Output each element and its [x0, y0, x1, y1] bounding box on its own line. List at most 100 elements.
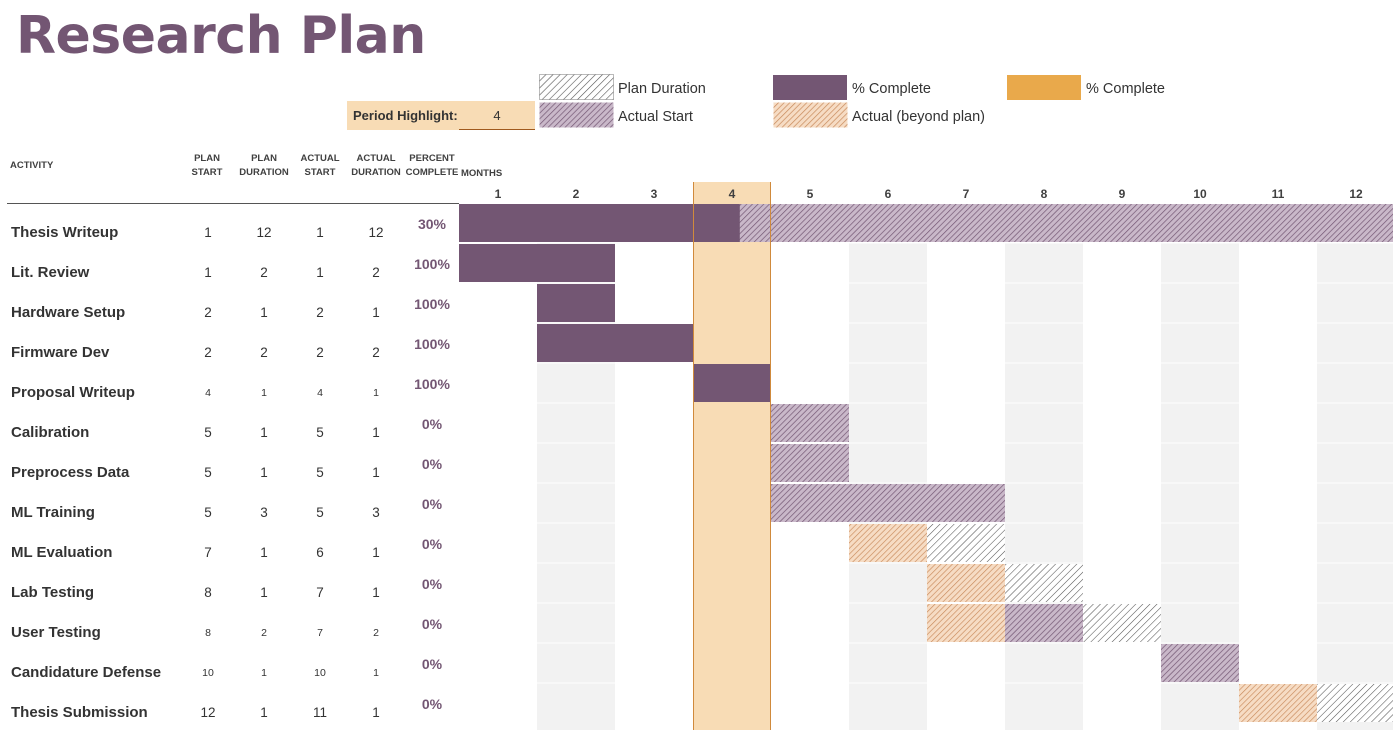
- actual-start-thesis-writeup: 1: [316, 225, 324, 240]
- actual-bar-user-testing: [1005, 604, 1083, 642]
- plan-duration-calibration: 1: [260, 425, 268, 440]
- page-title: Research Plan: [16, 6, 426, 66]
- actual-start-user-testing: 7: [317, 627, 323, 639]
- actual-bar-ml-training: [771, 484, 1005, 522]
- actual-duration-lab-testing: 1: [372, 585, 380, 600]
- header-percent-complete: PERCENT COMPLETE: [405, 153, 459, 178]
- row-separator: [459, 522, 1393, 524]
- plan-start-hardware-setup: 2: [204, 305, 212, 320]
- month-label-6: 6: [884, 187, 892, 201]
- month-label-5: 5: [806, 187, 814, 201]
- header-actual-start: ACTUAL START: [300, 153, 340, 178]
- actual-duration-hardware-setup: 1: [372, 305, 380, 320]
- header-plan-duration: PLAN DURATION: [239, 153, 289, 178]
- activity-name-user-testing: User Testing: [11, 624, 101, 641]
- plan-start-ml-training: 5: [204, 505, 212, 520]
- actual-start-proposal-writeup: 4: [317, 387, 323, 399]
- plan-start-preprocess-data: 5: [204, 465, 212, 480]
- actual-start-ml-training: 5: [316, 505, 324, 520]
- plan-duration-thesis-submission: 1: [260, 705, 268, 720]
- activity-name-calibration: Calibration: [11, 424, 90, 441]
- activity-name-ml-evaluation: ML Evaluation: [11, 544, 113, 561]
- plan-start-lit-review: 1: [204, 265, 212, 280]
- month-label-11: 11: [1271, 187, 1285, 201]
- complete-bar-firmware-dev: [537, 324, 693, 362]
- activity-name-firmware-dev: Firmware Dev: [11, 344, 110, 361]
- activity-name-thesis-submission: Thesis Submission: [11, 704, 148, 721]
- gantt-bars: [459, 204, 1393, 722]
- percent-complete-candidature-defense: 0%: [421, 656, 443, 672]
- month-label-9: 9: [1118, 187, 1126, 201]
- percent-complete-proposal-writeup: 100%: [414, 376, 450, 392]
- plan-start-ml-evaluation: 7: [204, 545, 212, 560]
- actual-duration-candidature-defense: 1: [373, 667, 379, 679]
- percent-complete-user-testing: 0%: [421, 616, 443, 632]
- actual-bar-calibration: [771, 404, 849, 442]
- header-plan-start: PLAN START: [191, 153, 223, 178]
- percent-complete-hardware-setup: 100%: [414, 296, 450, 312]
- actual-duration-firmware-dev: 2: [372, 345, 380, 360]
- row-separator: [459, 642, 1393, 644]
- activity-name-preprocess-data: Preprocess Data: [11, 464, 130, 481]
- highlight-column-fill: [693, 182, 771, 730]
- month-label-4: 4: [728, 187, 736, 201]
- legend-label-actual-beyond: Actual (beyond plan): [852, 109, 985, 125]
- plan-duration-candidature-defense: 1: [261, 667, 267, 679]
- legend-label-pct-complete-beyond: % Complete: [1086, 81, 1165, 97]
- actual-duration-thesis-submission: 1: [372, 705, 380, 720]
- period-highlight-input[interactable]: 4: [459, 101, 535, 130]
- plan-duration-lit-review: 2: [260, 265, 268, 280]
- legend-label-plan-duration: Plan Duration: [618, 81, 706, 97]
- header-actual-duration: ACTUAL DURATION: [351, 153, 401, 178]
- plan-duration-preprocess-data: 1: [260, 465, 268, 480]
- actual-start-candidature-defense: 10: [314, 667, 326, 679]
- month-band-12: [1317, 243, 1393, 730]
- period-highlight-border: [693, 182, 771, 730]
- row-separator: [459, 602, 1393, 604]
- legend-swatch-actual-start: [539, 102, 614, 128]
- row-separator: [459, 322, 1393, 324]
- plan-start-lab-testing: 8: [204, 585, 212, 600]
- plan-duration-thesis-writeup: 12: [256, 225, 272, 240]
- plan-duration-hardware-setup: 1: [260, 305, 268, 320]
- plan-duration-ml-evaluation: 1: [260, 545, 268, 560]
- actual-start-hardware-setup: 2: [316, 305, 324, 320]
- actual-beyond-bar-thesis-submission: [1239, 684, 1317, 722]
- row-separator: [459, 362, 1393, 364]
- header-months: MONTHS: [461, 168, 503, 179]
- month-label-12: 12: [1349, 187, 1363, 201]
- actual-start-thesis-submission: 11: [312, 705, 327, 720]
- legend-swatch-actual-beyond: [773, 102, 848, 128]
- row-separator: [459, 682, 1393, 684]
- actual-duration-ml-evaluation: 1: [372, 545, 380, 560]
- plan-duration-user-testing: 2: [261, 627, 267, 639]
- plan-start-thesis-writeup: 1: [204, 225, 212, 240]
- complete-bar-hardware-setup: [537, 284, 615, 322]
- month-label-1: 1: [494, 187, 502, 201]
- actual-start-firmware-dev: 2: [316, 345, 324, 360]
- percent-complete-calibration: 0%: [421, 416, 443, 432]
- actual-start-calibration: 5: [316, 425, 324, 440]
- activity-name-hardware-setup: Hardware Setup: [11, 304, 126, 321]
- period-highlight-column: [693, 182, 771, 730]
- plan-start-thesis-submission: 12: [200, 705, 216, 720]
- activity-name-ml-training: ML Training: [11, 504, 95, 521]
- activity-name-thesis-writeup: Thesis Writeup: [11, 224, 119, 241]
- actual-start-lit-review: 1: [316, 265, 324, 280]
- actual-duration-user-testing: 2: [373, 627, 379, 639]
- plan-duration-lab-testing: 1: [260, 585, 268, 600]
- complete-bar-lit-review: [459, 244, 615, 282]
- actual-duration-proposal-writeup: 1: [373, 387, 379, 399]
- percent-complete-ml-training: 0%: [421, 496, 443, 512]
- percent-complete-ml-evaluation: 0%: [421, 536, 443, 552]
- month-label-3: 3: [650, 187, 658, 201]
- row-separator: [459, 442, 1393, 444]
- actual-start-ml-evaluation: 6: [316, 545, 324, 560]
- plan-start-user-testing: 8: [205, 627, 211, 639]
- month-label-8: 8: [1040, 187, 1048, 201]
- actual-start-preprocess-data: 5: [316, 465, 324, 480]
- percent-complete-firmware-dev: 100%: [414, 336, 450, 352]
- percent-complete-thesis-submission: 0%: [421, 696, 443, 712]
- plan-start-candidature-defense: 10: [202, 667, 214, 679]
